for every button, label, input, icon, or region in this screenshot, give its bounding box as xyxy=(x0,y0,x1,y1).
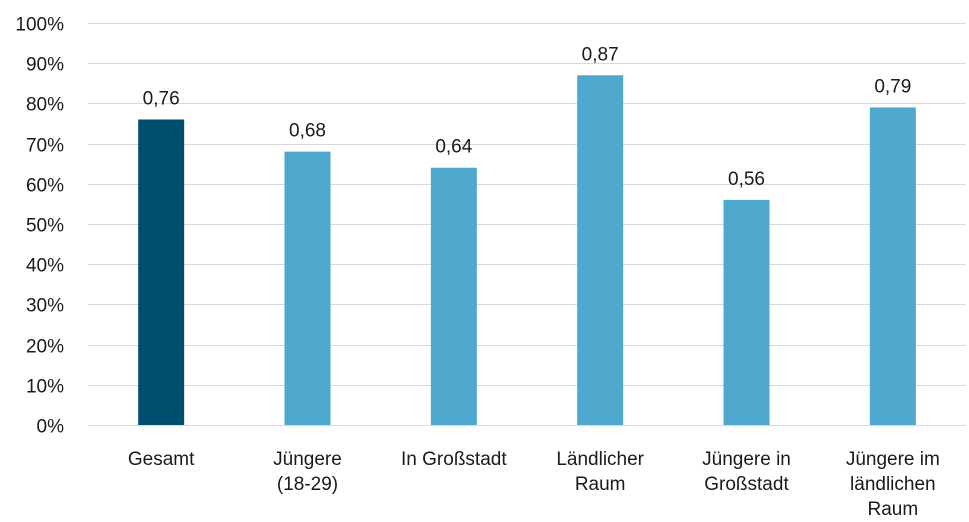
category-label-line: (18-29) xyxy=(277,474,338,495)
data-labels: 0,76 0,68 0,64 0,87 0,56 0,79 xyxy=(143,44,912,190)
bar xyxy=(430,167,477,425)
y-tick-label: 30% xyxy=(26,296,64,317)
category-label-line: ländlichen xyxy=(850,474,936,495)
category-label-line: Jüngere in xyxy=(702,449,791,470)
bar xyxy=(869,107,916,426)
category-label-line: Raum xyxy=(867,499,918,520)
y-tick-label: 0% xyxy=(37,417,65,438)
data-label: 0,68 xyxy=(289,121,326,142)
y-tick-label: 90% xyxy=(26,55,64,76)
y-axis-ticks: 0% 10% 20% 30% 40% 50% 60% 70% 80% 90% 100% xyxy=(15,15,64,438)
bar xyxy=(138,119,185,425)
category-label-line: Raum xyxy=(575,474,626,495)
category-label-line: Gesamt xyxy=(128,449,195,470)
x-axis-categories: Gesamt Jüngere (18-29) In Großstadt Ländlich… xyxy=(128,449,940,520)
bars xyxy=(138,75,916,426)
data-label: 0,76 xyxy=(143,88,180,109)
y-tick-label: 60% xyxy=(26,176,64,197)
category-label-line: Jüngere im xyxy=(846,449,940,470)
category-label-line: Ländlicher xyxy=(556,449,644,470)
y-tick-label: 100% xyxy=(15,15,64,36)
category-label: In Großstadt xyxy=(401,449,507,470)
y-tick-label: 80% xyxy=(26,95,64,116)
category-label: Jüngere in Großstadt xyxy=(702,449,791,495)
bar xyxy=(723,199,770,425)
bar xyxy=(284,151,331,425)
category-label: Gesamt xyxy=(128,449,195,470)
category-label-line: Großstadt xyxy=(704,474,789,495)
y-tick-label: 70% xyxy=(26,136,64,157)
category-label: Ländlicher Raum xyxy=(556,449,644,495)
y-tick-label: 20% xyxy=(26,337,64,358)
bar xyxy=(577,75,624,425)
gridlines xyxy=(88,23,966,426)
y-tick-label: 10% xyxy=(26,377,64,398)
y-tick-label: 40% xyxy=(26,256,64,277)
category-label: Jüngere (18-29) xyxy=(273,449,342,495)
category-label: Jüngere im ländlichen Raum xyxy=(846,449,940,520)
category-label-line: Jüngere xyxy=(273,449,342,470)
data-label: 0,79 xyxy=(874,76,911,97)
data-label: 0,56 xyxy=(728,169,765,190)
y-tick-label: 50% xyxy=(26,216,64,237)
category-label-line: In Großstadt xyxy=(401,449,507,470)
data-label: 0,87 xyxy=(582,44,619,65)
data-label: 0,64 xyxy=(435,137,472,158)
